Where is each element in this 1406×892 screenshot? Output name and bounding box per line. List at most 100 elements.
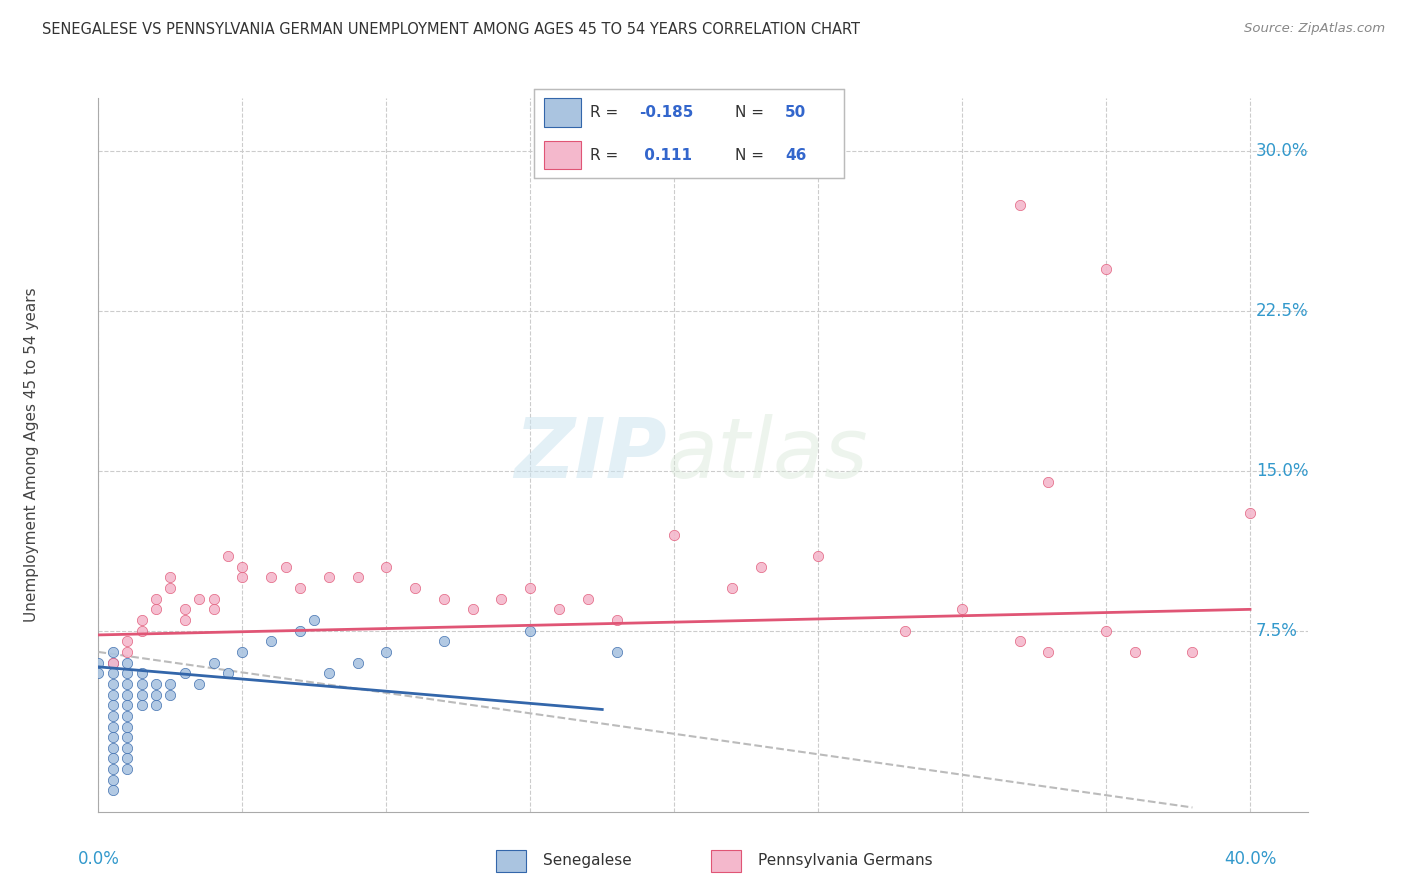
Point	[202, 656, 225, 670]
Text: Senegalese: Senegalese	[543, 854, 631, 868]
Point	[101, 762, 124, 776]
Point	[749, 559, 772, 574]
Point	[87, 666, 110, 681]
Point	[101, 751, 124, 765]
Point	[115, 645, 138, 659]
Point	[231, 559, 253, 574]
Point	[519, 624, 541, 638]
Text: -0.185: -0.185	[640, 105, 693, 120]
Point	[1181, 645, 1204, 659]
Point	[576, 591, 599, 606]
Point	[101, 656, 124, 670]
Point	[173, 613, 195, 627]
Point	[115, 730, 138, 744]
Point	[720, 581, 742, 595]
Point	[159, 570, 181, 584]
Bar	[711, 849, 741, 872]
Text: N =: N =	[735, 148, 769, 162]
Text: 0.111: 0.111	[640, 148, 692, 162]
Point	[1123, 645, 1146, 659]
Point	[173, 666, 195, 681]
Point	[217, 549, 239, 563]
Point	[260, 634, 283, 648]
Text: 15.0%: 15.0%	[1256, 462, 1308, 480]
Point	[318, 666, 340, 681]
Point	[202, 591, 225, 606]
Text: R =: R =	[591, 148, 623, 162]
Point	[1008, 197, 1031, 211]
Point	[131, 624, 153, 638]
Point	[664, 528, 686, 542]
Point	[202, 602, 225, 616]
Text: 7.5%: 7.5%	[1256, 622, 1298, 640]
Point	[159, 581, 181, 595]
Point	[1008, 634, 1031, 648]
Text: SENEGALESE VS PENNSYLVANIA GERMAN UNEMPLOYMENT AMONG AGES 45 TO 54 YEARS CORRELA: SENEGALESE VS PENNSYLVANIA GERMAN UNEMPL…	[42, 22, 860, 37]
Point	[115, 634, 138, 648]
Point	[274, 559, 297, 574]
Point	[433, 634, 456, 648]
Text: Pennsylvania Germans: Pennsylvania Germans	[758, 854, 932, 868]
Point	[346, 656, 368, 670]
Point	[318, 570, 340, 584]
Text: atlas: atlas	[666, 415, 869, 495]
Point	[101, 719, 124, 733]
Point	[131, 688, 153, 702]
Point	[288, 624, 311, 638]
Point	[115, 688, 138, 702]
Text: R =: R =	[591, 105, 623, 120]
Bar	[544, 141, 581, 169]
Point	[548, 602, 571, 616]
Point	[145, 602, 167, 616]
Point	[1038, 645, 1060, 659]
Text: 22.5%: 22.5%	[1256, 302, 1309, 320]
Text: Source: ZipAtlas.com: Source: ZipAtlas.com	[1244, 22, 1385, 36]
Point	[893, 624, 915, 638]
Text: 50: 50	[785, 105, 806, 120]
Point	[101, 709, 124, 723]
Point	[115, 656, 138, 670]
Point	[115, 698, 138, 713]
Point	[101, 666, 124, 681]
Point	[433, 591, 456, 606]
Point	[231, 645, 253, 659]
Bar	[496, 849, 526, 872]
Point	[807, 549, 830, 563]
Point	[491, 591, 513, 606]
Point	[131, 613, 153, 627]
Point	[131, 666, 153, 681]
Point	[519, 581, 541, 595]
Bar	[544, 98, 581, 127]
Point	[131, 698, 153, 713]
Text: 46: 46	[785, 148, 806, 162]
Point	[101, 688, 124, 702]
Point	[404, 581, 426, 595]
Point	[606, 645, 628, 659]
Text: ZIP: ZIP	[515, 415, 666, 495]
Point	[115, 709, 138, 723]
Point	[1095, 261, 1118, 276]
Point	[1095, 624, 1118, 638]
Point	[101, 783, 124, 797]
Text: N =: N =	[735, 105, 769, 120]
Point	[304, 613, 326, 627]
Point	[260, 570, 283, 584]
Point	[375, 645, 398, 659]
Point	[101, 772, 124, 787]
Point	[115, 719, 138, 733]
Point	[375, 559, 398, 574]
Point	[188, 591, 211, 606]
Point	[188, 677, 211, 691]
Point	[159, 688, 181, 702]
Point	[115, 751, 138, 765]
Text: 40.0%: 40.0%	[1223, 850, 1277, 868]
Point	[950, 602, 973, 616]
Point	[231, 570, 253, 584]
Point	[159, 677, 181, 691]
Point	[145, 591, 167, 606]
Point	[461, 602, 484, 616]
Point	[115, 677, 138, 691]
Text: 30.0%: 30.0%	[1256, 143, 1308, 161]
Point	[101, 645, 124, 659]
Point	[101, 730, 124, 744]
